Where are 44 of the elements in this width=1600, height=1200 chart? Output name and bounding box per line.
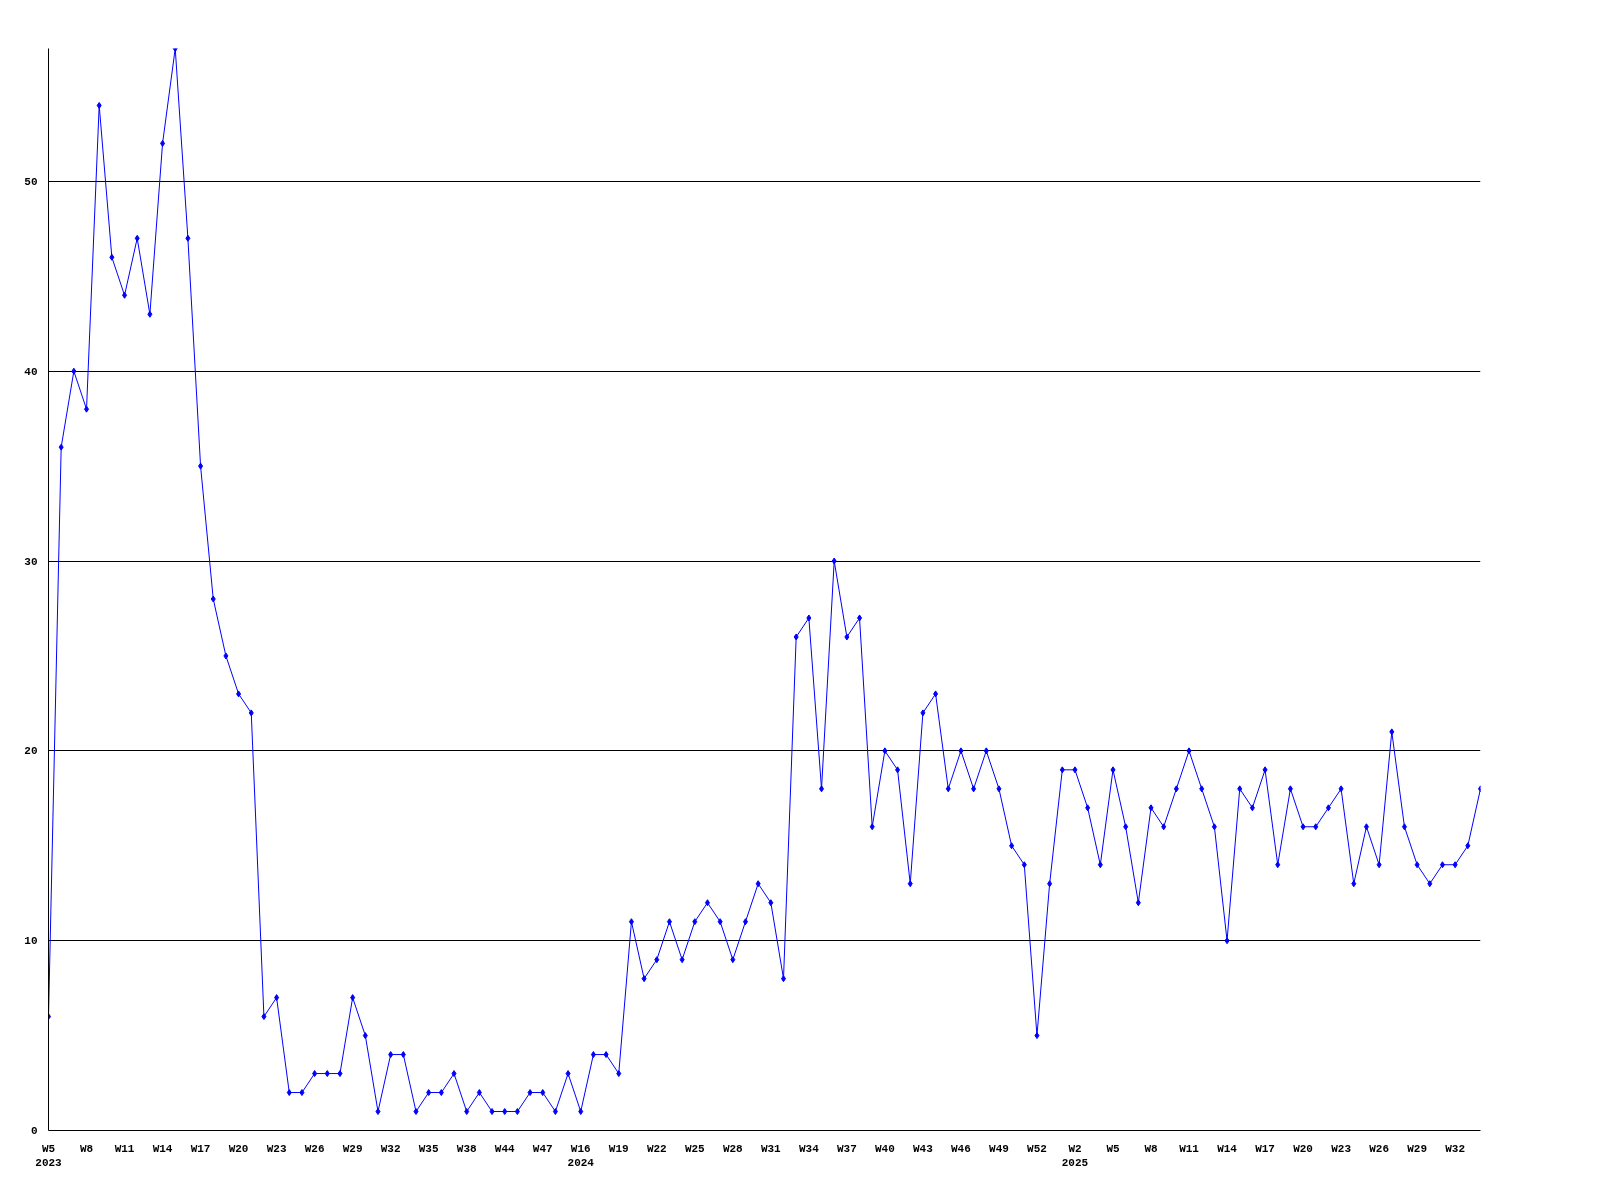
x-tick-label: W22 <box>646 1142 667 1155</box>
x-tick-label: W47 <box>532 1142 553 1155</box>
y-tick-label: 40 <box>24 365 38 378</box>
x-tick-label: W20 <box>1293 1142 1313 1155</box>
x-tick-label: W14 <box>152 1142 173 1155</box>
x-tick-label: W8 <box>79 1142 94 1155</box>
y-tick-label: 10 <box>24 935 38 948</box>
x-tick-label: W25 <box>684 1142 706 1155</box>
x-tick-label: W5 <box>1106 1142 1120 1155</box>
x-tick-label: W52 <box>1027 1142 1047 1155</box>
x-tick-label: W8 <box>1144 1142 1159 1155</box>
y-tick-label: 50 <box>24 175 38 188</box>
x-tick-label: W32 <box>380 1142 401 1155</box>
x-tick-label: W20 <box>228 1142 249 1155</box>
x-tick-label: W11 <box>1179 1142 1200 1155</box>
x-tick-label: W38 <box>456 1142 477 1155</box>
x-tick-label: W14 <box>1217 1142 1238 1155</box>
x-tick-label: W28 <box>722 1142 744 1155</box>
x-tick-label: W23 <box>266 1142 287 1155</box>
x-tick-label: W23 <box>1331 1142 1352 1155</box>
x-tick-label: W31 <box>760 1142 782 1155</box>
x-tick-label: W29 <box>342 1142 363 1155</box>
x-tick-label: W46 <box>951 1142 971 1155</box>
x-tick-label: W5 2023 <box>35 1142 63 1169</box>
x-tick-label: W26 <box>1369 1142 1390 1155</box>
x-tick-label: W32 <box>1445 1142 1466 1155</box>
y-tick-label: 0 <box>30 1125 38 1137</box>
x-tick-label: W17 <box>1255 1142 1275 1155</box>
x-tick-label: W19 <box>608 1142 629 1155</box>
x-tick-label: W29 <box>1407 1142 1428 1155</box>
x-tick-label: W17 <box>190 1142 211 1155</box>
x-tick-label: W44 <box>494 1142 516 1155</box>
x-tick-label: W34 <box>798 1142 820 1155</box>
x-tick-label: W49 <box>989 1142 1009 1155</box>
x-tick-label: W35 <box>418 1142 439 1155</box>
x-tick-label: W11 <box>114 1142 135 1155</box>
y-tick-label: 30 <box>24 555 38 568</box>
x-tick-label: W2 2025 <box>1061 1142 1089 1169</box>
x-tick-label: W40 <box>874 1142 895 1155</box>
x-tick-label: W26 <box>304 1142 325 1155</box>
x-tick-label: W16 2024 <box>567 1142 595 1169</box>
x-tick-label: W37 <box>836 1142 857 1155</box>
x-tick-label: W43 <box>913 1142 934 1155</box>
y-tick-label: 20 <box>24 745 38 758</box>
